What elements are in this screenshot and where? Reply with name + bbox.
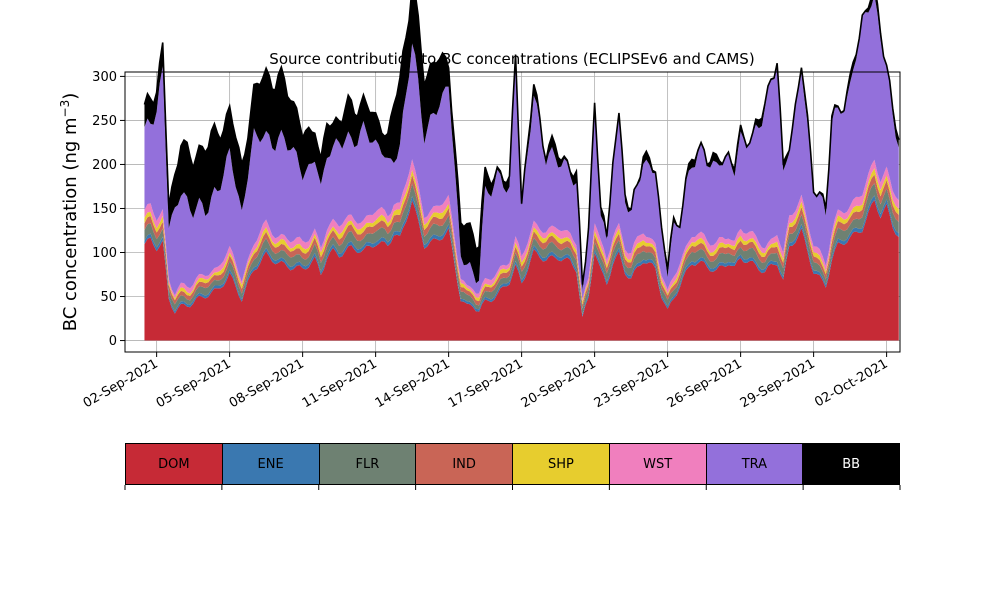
stacked-areas [143,0,900,341]
y-tick-label: 100 [92,246,117,261]
legend-cell-wst: WST [609,444,707,484]
area-series-bb [144,0,899,291]
legend-cell-flr: FLR [319,444,417,484]
y-axis-label-superscript: −3 [58,100,72,118]
legend-cell-ene: ENE [222,444,320,484]
y-tick-label: 50 [100,290,117,305]
y-tick-label: 300 [92,70,117,85]
legend-cell-tra: TRA [706,444,804,484]
y-tick-label: 150 [92,202,117,217]
legend-cell-ind: IND [416,444,513,484]
legend-cell-shp: SHP [513,444,610,484]
area-series-dom [144,200,899,341]
plot-frame [124,71,901,353]
y-axis-label: BC concentration (ng m−3) [58,93,81,332]
legend-cell-bb: BB [803,444,899,484]
chart-title: Source contribution to BC concentrations… [269,50,754,68]
y-tick-label: 200 [92,158,117,173]
y-tick-label: 250 [92,114,117,129]
colorbar-legend: DOM ENE FLR IND SHP WST TRA BB [125,443,900,485]
legend-cell-dom: DOM [126,444,223,484]
y-tick-label: 0 [109,334,117,349]
total-outline [143,0,900,285]
area-series-tra [144,0,899,300]
